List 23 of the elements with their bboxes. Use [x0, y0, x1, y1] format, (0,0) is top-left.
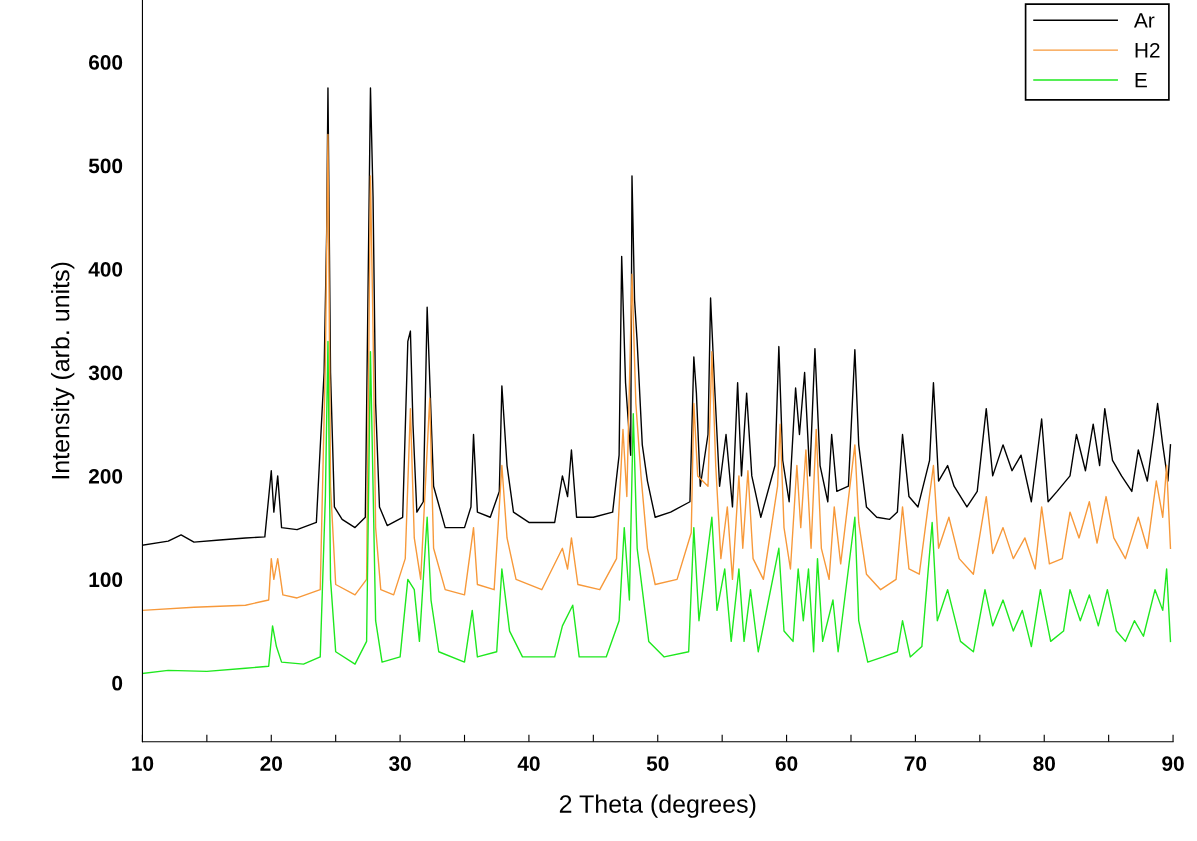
- y-tick-label: 200: [88, 468, 123, 484]
- y-tick-label: 500: [88, 158, 123, 174]
- legend-label: Ar: [1133, 13, 1155, 28]
- x-tick-label: 70: [904, 756, 927, 771]
- y-tick-label: 600: [89, 55, 123, 70]
- line-series: [142, 133, 1172, 612]
- y-axis-title: Intensity (arb. units): [51, 262, 75, 479]
- y-tick-label: 0: [112, 675, 123, 691]
- x-tick-label: 20: [260, 756, 282, 771]
- x-tick-label: 60: [775, 756, 798, 771]
- x-tick-label: 50: [646, 756, 669, 771]
- x-tick-label: 30: [388, 756, 411, 771]
- x-tick-label: 80: [1033, 756, 1055, 771]
- legend-label: H2: [1135, 42, 1160, 58]
- x-tick-label: 90: [1162, 756, 1184, 771]
- y-tick-label: 100: [89, 572, 123, 588]
- x-tick-label: 40: [517, 756, 540, 771]
- x-tick-label: 10: [132, 756, 154, 771]
- x-axis-title: 2 Theta (degrees): [559, 794, 756, 818]
- y-tick-label: 300: [88, 365, 123, 381]
- line-series: [142, 340, 1172, 675]
- legend-label: E: [1135, 72, 1147, 88]
- y-tick-label: 400: [88, 261, 123, 277]
